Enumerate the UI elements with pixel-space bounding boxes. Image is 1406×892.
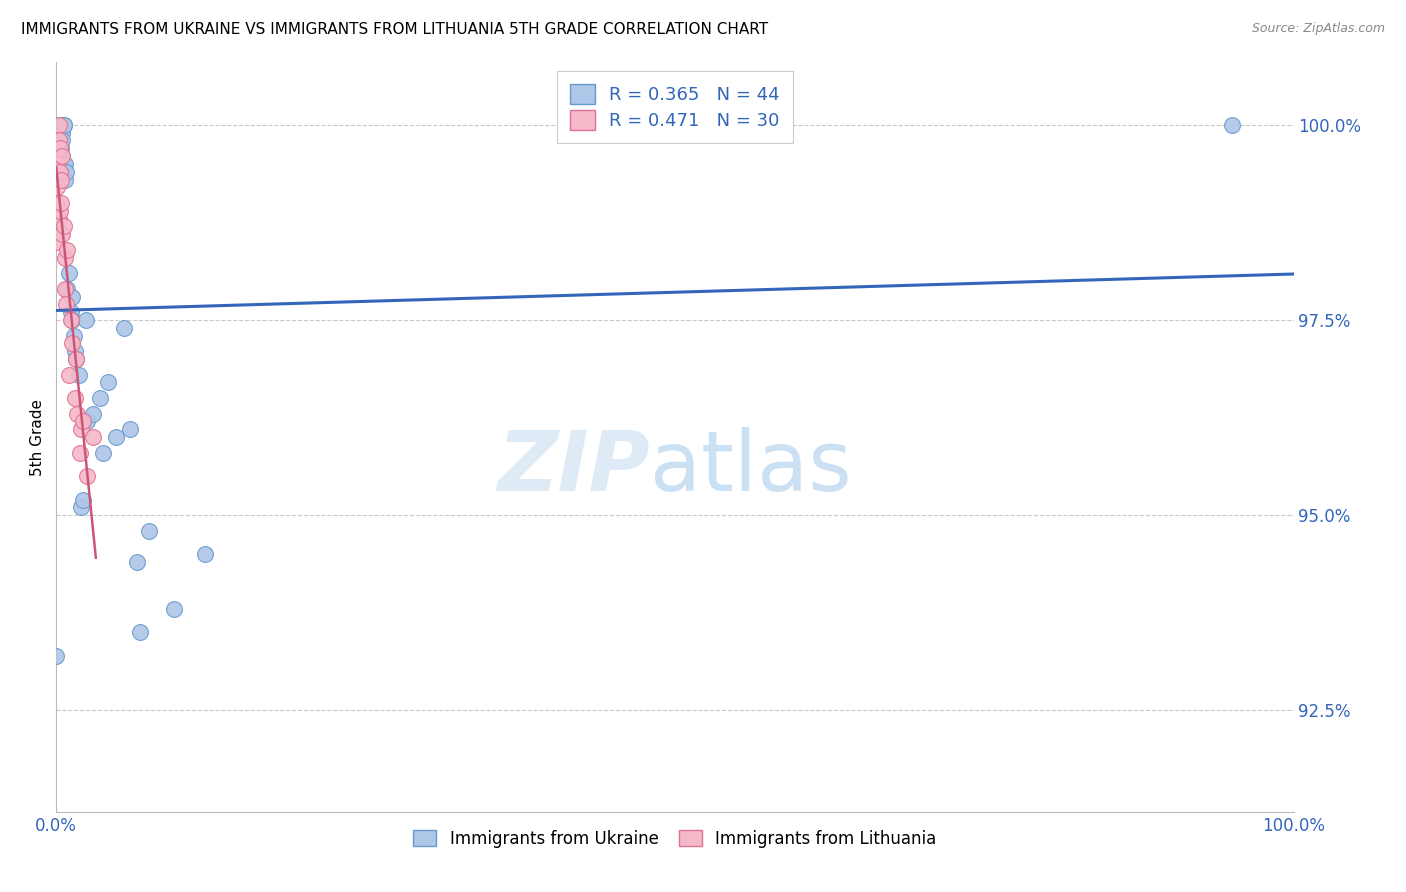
Point (45, 648, 67, 663)
Point (62, 328, 84, 343)
Point (67, 368, 90, 382)
Point (1220, 118, 1243, 132)
Point (53, 282, 76, 296)
Point (48, 118, 70, 132)
Point (51, 133, 73, 147)
Point (97, 376, 120, 390)
Point (60, 305, 83, 319)
Point (56, 243, 79, 257)
Point (53, 157, 76, 171)
Point (72, 414, 94, 428)
Point (63, 391, 86, 405)
Point (51, 195, 73, 210)
Point (112, 320, 135, 334)
Point (129, 625, 152, 640)
Point (125, 555, 148, 569)
Point (49, 118, 72, 132)
Point (51, 126, 73, 140)
Point (46, 180, 69, 194)
Point (53, 251, 76, 265)
Point (76, 469, 98, 483)
Point (52, 219, 75, 234)
Point (60, 313, 83, 327)
Point (120, 422, 142, 436)
Point (58, 266, 80, 280)
Point (65, 351, 87, 366)
Point (52, 118, 75, 132)
Point (58, 368, 80, 382)
Text: ZIP: ZIP (498, 426, 650, 508)
Point (63, 344, 86, 359)
Point (55, 297, 77, 311)
Point (49, 203, 72, 218)
Point (60, 313, 83, 327)
Point (75, 313, 97, 327)
Point (51, 118, 73, 132)
Point (45, 235, 67, 249)
Point (48, 133, 70, 147)
Point (72, 492, 94, 507)
Point (163, 601, 186, 615)
Point (48, 133, 70, 147)
Point (91, 445, 114, 459)
Point (49, 164, 72, 178)
Point (70, 500, 93, 515)
Point (82, 430, 104, 444)
Point (52, 157, 75, 171)
Text: Source: ZipAtlas.com: Source: ZipAtlas.com (1251, 22, 1385, 36)
Point (60, 336, 83, 351)
Point (46, 157, 69, 171)
Point (82, 407, 104, 421)
Point (45, 195, 67, 210)
Point (56, 282, 79, 296)
Point (51, 149, 73, 163)
Point (104, 430, 127, 444)
Point (55, 164, 77, 178)
Point (51, 149, 73, 163)
Point (66, 407, 89, 421)
Point (53, 172, 76, 186)
Point (49, 118, 72, 132)
Y-axis label: 5th Grade: 5th Grade (30, 399, 45, 475)
Point (89, 391, 111, 405)
Point (51, 118, 73, 132)
Point (49, 141, 72, 155)
Point (49, 133, 72, 147)
Point (48, 126, 70, 140)
Point (76, 414, 98, 428)
Point (52, 118, 75, 132)
Point (60, 289, 83, 303)
Point (48, 211, 70, 226)
Point (51, 141, 73, 155)
Text: atlas: atlas (650, 426, 852, 508)
Legend: Immigrants from Ukraine, Immigrants from Lithuania: Immigrants from Ukraine, Immigrants from… (405, 822, 945, 855)
Point (51, 172, 73, 186)
Point (70, 422, 93, 436)
Point (69, 445, 91, 459)
Point (51, 227, 73, 241)
Text: IMMIGRANTS FROM UKRAINE VS IMMIGRANTS FROM LITHUANIA 5TH GRADE CORRELATION CHART: IMMIGRANTS FROM UKRAINE VS IMMIGRANTS FR… (21, 22, 768, 37)
Point (138, 524, 160, 538)
Point (65, 351, 87, 366)
Point (194, 547, 217, 561)
